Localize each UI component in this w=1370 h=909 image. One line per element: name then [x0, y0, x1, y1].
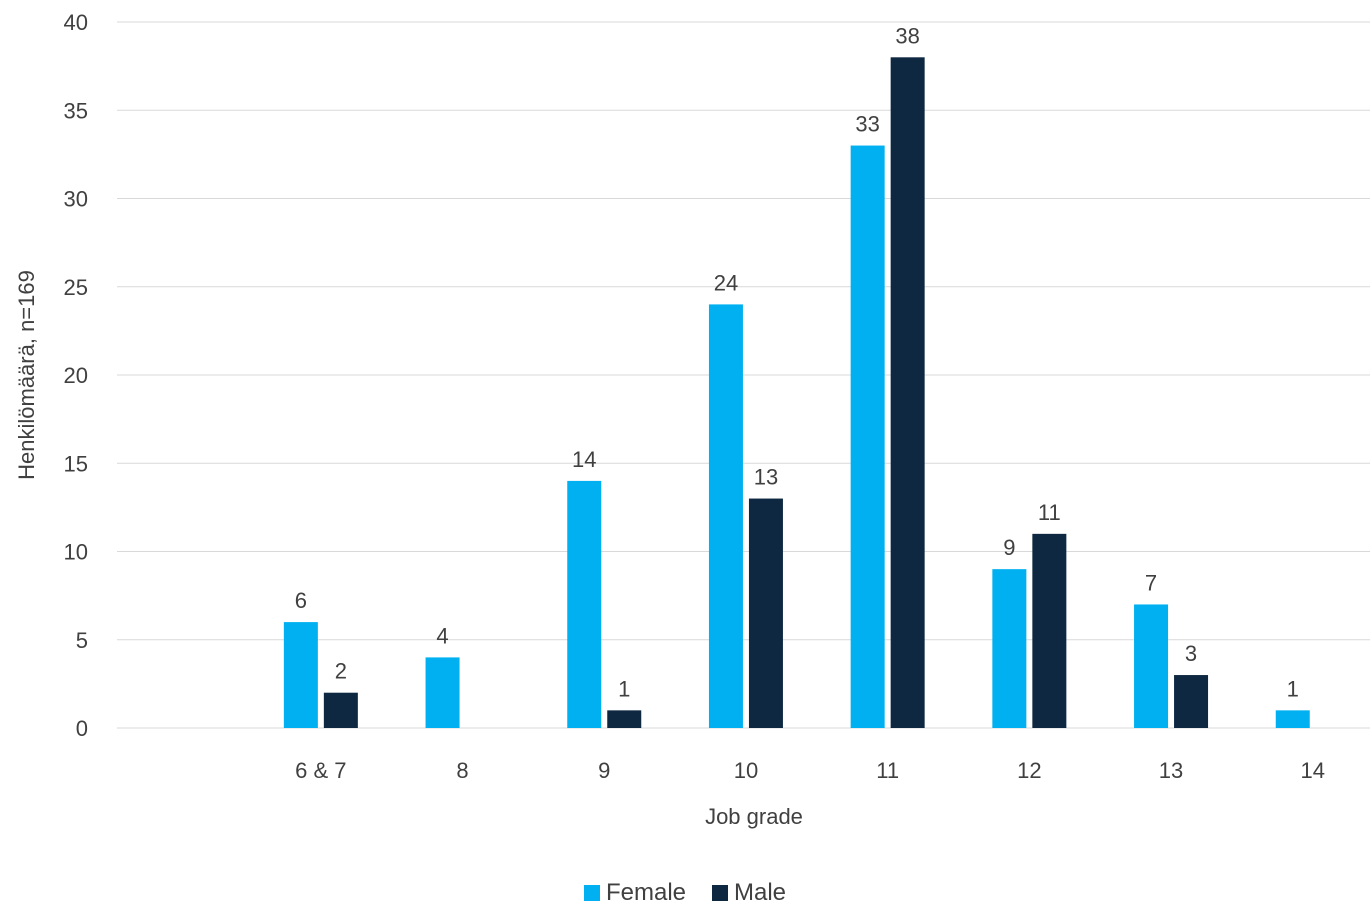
- x-tick-label: 6 & 7: [295, 758, 346, 783]
- bar-female: [992, 569, 1027, 728]
- data-label: 4: [436, 623, 448, 648]
- x-tick-labels: 6 & 7 8 9 10 11 12 13 14: [295, 758, 1325, 783]
- y-tick-label: 0: [76, 716, 88, 741]
- y-tick-label: 35: [64, 98, 88, 123]
- bar-female: [1134, 604, 1169, 728]
- bar-male: [1032, 533, 1067, 728]
- data-label: 14: [572, 447, 596, 472]
- bar-female: [283, 622, 318, 728]
- data-label: 38: [895, 23, 919, 48]
- bar-female: [1275, 710, 1310, 728]
- x-tick-label: 11: [876, 758, 899, 783]
- bars: [283, 57, 1310, 729]
- y-axis-title: Henkilömäärä, n=169: [14, 270, 39, 480]
- data-label: 7: [1145, 570, 1157, 595]
- y-tick-label: 20: [64, 363, 88, 388]
- data-label: 11: [1038, 500, 1061, 525]
- x-tick-label: 9: [598, 758, 610, 783]
- bar-male: [748, 498, 783, 728]
- bar-female: [425, 657, 460, 728]
- data-label: 2: [335, 659, 347, 684]
- bar-male: [607, 710, 642, 728]
- y-tick-label: 25: [64, 275, 88, 300]
- x-axis-title: Job grade: [705, 804, 803, 829]
- x-tick-label: 14: [1301, 758, 1325, 783]
- y-tick-labels: 0 5 10 15 20 25 30 35 40: [64, 10, 88, 741]
- x-tick-label: 12: [1017, 758, 1041, 783]
- bar-male: [890, 57, 925, 729]
- legend-label-female: Female: [605, 879, 686, 906]
- data-label: 13: [754, 465, 778, 490]
- bar-female: [708, 304, 743, 728]
- legend-swatch-male: [712, 885, 728, 901]
- data-label: 1: [618, 676, 630, 701]
- data-label: 1: [1287, 676, 1299, 701]
- x-tick-label: 8: [456, 758, 468, 783]
- legend-label-male: Male: [734, 879, 787, 906]
- data-label: 9: [1003, 535, 1015, 560]
- data-label: 6: [295, 588, 307, 613]
- bar-male: [323, 692, 358, 728]
- bar-female: [850, 145, 885, 729]
- y-tick-label: 5: [76, 628, 88, 653]
- y-tick-label: 40: [64, 10, 88, 35]
- legend-item-male: Male: [712, 879, 786, 907]
- data-label: 3: [1185, 641, 1197, 666]
- bar-male: [1174, 675, 1209, 728]
- x-tick-label: 10: [734, 758, 758, 783]
- y-tick-label: 15: [64, 451, 88, 476]
- y-tick-label: 10: [64, 540, 88, 565]
- data-label: 24: [714, 270, 738, 295]
- y-tick-label: 30: [64, 187, 88, 212]
- legend: Female Male: [0, 879, 1370, 907]
- data-label: 33: [855, 112, 879, 137]
- bar-female: [567, 480, 602, 728]
- x-tick-label: 13: [1159, 758, 1183, 783]
- legend-swatch-female: [583, 885, 600, 901]
- legend-item-female: Female: [583, 879, 686, 907]
